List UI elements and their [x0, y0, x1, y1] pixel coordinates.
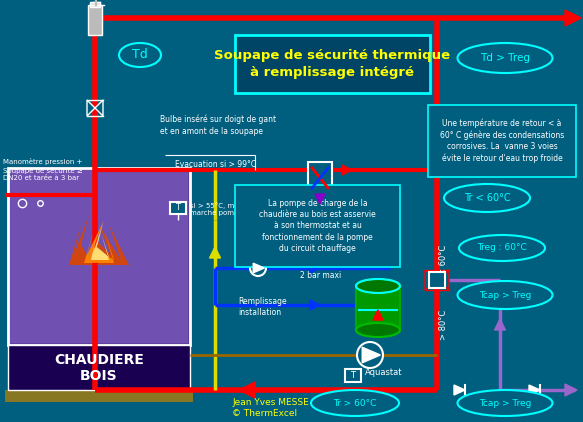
Text: Aquastat: Aquastat: [365, 368, 402, 377]
Polygon shape: [362, 347, 380, 363]
Ellipse shape: [356, 279, 400, 293]
Polygon shape: [87, 100, 95, 116]
Ellipse shape: [356, 323, 400, 337]
Polygon shape: [430, 160, 444, 174]
Polygon shape: [565, 384, 577, 396]
Bar: [345, 369, 361, 382]
Bar: [88, 5, 102, 35]
Ellipse shape: [311, 390, 399, 416]
Text: si > 55°C, mise en
marche pompe: si > 55°C, mise en marche pompe: [190, 202, 255, 216]
Circle shape: [250, 260, 266, 276]
Text: Td: Td: [132, 49, 148, 62]
Ellipse shape: [458, 43, 553, 73]
Bar: [235, 185, 400, 267]
Polygon shape: [315, 194, 325, 204]
Text: La pompe de charge de la
chaudière au bois est asservie
à son thermostat et au
f: La pompe de charge de la chaudière au bo…: [259, 199, 376, 253]
Text: Tr < 60°C: Tr < 60°C: [463, 193, 510, 203]
Bar: [308, 162, 332, 194]
Polygon shape: [253, 263, 265, 273]
Bar: [10, 170, 188, 343]
Text: Tcap > Treg: Tcap > Treg: [479, 398, 531, 408]
Ellipse shape: [458, 281, 553, 309]
Text: T: T: [175, 203, 181, 213]
Text: Bulbe inséré sur doigt de gant
et en amont de la soupape: Bulbe inséré sur doigt de gant et en amo…: [160, 115, 276, 135]
Text: T: T: [350, 371, 356, 379]
Bar: [5, 390, 193, 402]
Bar: [429, 272, 445, 288]
Polygon shape: [239, 382, 255, 398]
Polygon shape: [373, 310, 383, 320]
Bar: [8, 345, 190, 390]
Text: Jean Yves MESSE
© ThermExcel: Jean Yves MESSE © ThermExcel: [232, 398, 309, 419]
Text: Evacuation si > 99°C: Evacuation si > 99°C: [175, 160, 256, 169]
Polygon shape: [450, 195, 462, 207]
Ellipse shape: [444, 184, 530, 212]
Polygon shape: [310, 263, 320, 273]
Text: Treg : 60°C: Treg : 60°C: [477, 243, 527, 252]
Text: Eau froide
2 bar maxi: Eau froide 2 bar maxi: [300, 260, 341, 280]
Bar: [170, 202, 186, 214]
Bar: [90, 2, 100, 7]
Bar: [356, 286, 400, 330]
Text: CHAUDIERE
BOIS: CHAUDIERE BOIS: [54, 353, 144, 383]
Bar: [235, 35, 430, 93]
Text: Td > Treg: Td > Treg: [480, 53, 530, 63]
Bar: [8, 168, 190, 345]
Ellipse shape: [458, 390, 553, 416]
Polygon shape: [565, 10, 581, 26]
Text: Remplissage
installation: Remplissage installation: [238, 297, 287, 317]
Polygon shape: [425, 270, 437, 290]
Polygon shape: [494, 319, 505, 330]
Text: Manomètre pression +
Soupape de sécurité ≥
DN20 et tarée à 3 bar: Manomètre pression + Soupape de sécurité…: [3, 158, 83, 181]
Polygon shape: [95, 100, 103, 116]
Polygon shape: [84, 220, 114, 263]
Polygon shape: [437, 270, 449, 290]
Bar: [428, 105, 576, 177]
Polygon shape: [454, 385, 465, 395]
Ellipse shape: [119, 43, 161, 67]
Polygon shape: [529, 385, 540, 395]
Polygon shape: [209, 247, 220, 258]
Polygon shape: [91, 223, 109, 260]
Polygon shape: [342, 165, 352, 175]
Text: Tcap > Treg: Tcap > Treg: [479, 290, 531, 300]
Text: Soupape de sécurité thermique
à remplissage intégré: Soupape de sécurité thermique à rempliss…: [214, 49, 450, 79]
Text: Tr > 60°C: Tr > 60°C: [333, 398, 377, 408]
Text: > 80°C: > 80°C: [440, 310, 448, 340]
Polygon shape: [310, 300, 320, 310]
Text: Une température de retour < à
60° C génère des condensations
corrosives. La  van: Une température de retour < à 60° C génè…: [440, 119, 564, 163]
Text: < 60°C: < 60°C: [440, 245, 448, 275]
Polygon shape: [69, 215, 129, 275]
Ellipse shape: [459, 235, 545, 261]
Circle shape: [357, 342, 383, 368]
